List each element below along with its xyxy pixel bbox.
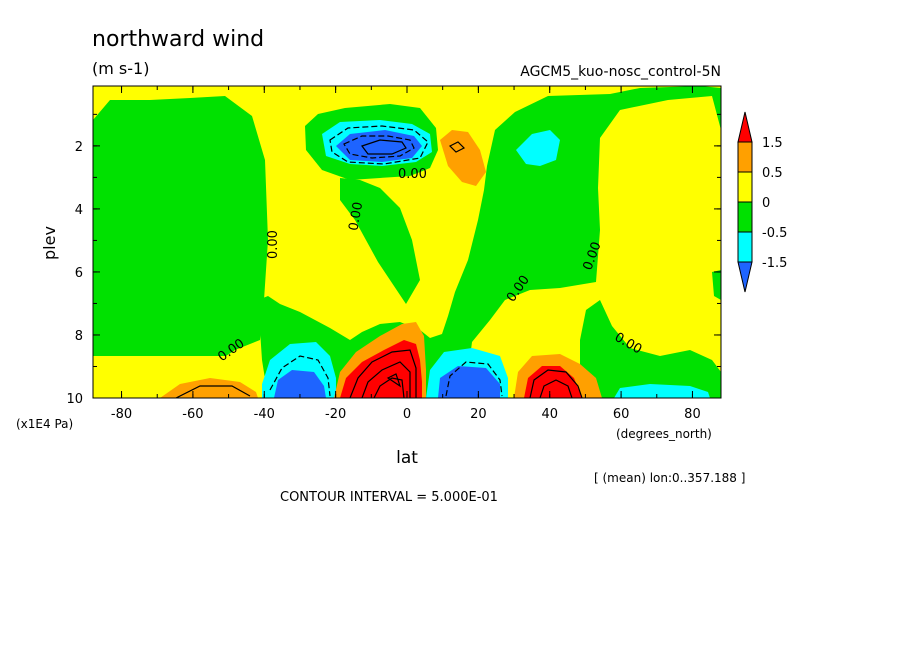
y-axis-label: plev [40,226,59,260]
x-tick-label-1: -60 [182,407,203,422]
contour-upper-solid [361,139,407,155]
chart-title: northward wind [92,27,264,52]
x-axis: -80 -60 -40 -20 0 20 40 60 80 [111,86,701,422]
y-tick-label-4: 10 [66,392,83,407]
colorbar-label-0: 1.5 [762,136,783,151]
colorbar-seg-bottom [737,261,753,293]
experiment-label: AGCM5_kuo-nosc_control-5N [520,64,721,80]
region-lower-eq-red [340,340,422,398]
contour-upper-dashed-2 [343,135,415,159]
colorbar-label-3: -0.5 [762,226,787,241]
colorbar: 1.5 0.5 0 -0.5 -1.5 [737,111,787,293]
average-note: [ (mean) lon:0..357.188 ] [594,471,745,485]
colorbar-seg-1 [737,141,753,173]
x-tick-label-6: 40 [541,407,558,422]
region-north-lower-green [580,300,721,398]
y-tick-label-2: 6 [75,266,83,281]
contour-upper-positive [448,141,466,153]
contour-lower-north-red-2 [539,379,573,398]
zero-label-tongue: 0.00 [346,201,366,232]
y-tick-label-1: 4 [75,203,83,218]
y-tick-label-0: 2 [75,140,83,155]
region-upper-orange [440,130,486,186]
x-tick-label-4: 0 [403,407,411,422]
contour-lower-eq-red-4 [386,373,402,388]
zero-label-south-mid: 0.00 [266,230,281,259]
colorbar-label-4: -1.5 [762,256,787,271]
chart-units: (m s-1) [92,59,149,78]
region-north-edge-green [712,270,721,300]
contour-lower-eq-red-1 [349,349,417,398]
region-lower-north-cyan [614,384,710,398]
x-tick-label-2: -40 [254,407,275,422]
plot-area: 0.00 0.00 0.00 0.00 0.00 0.00 0.00 [93,86,721,398]
y-axis: 2 4 6 8 10 [66,113,721,407]
colorbar-label-2: 0 [762,196,770,211]
colorbar-seg-4 [737,231,753,263]
colorbar-label-1: 0.5 [762,166,783,181]
contour-interval-note: CONTOUR INTERVAL = 5.000E-01 [280,490,498,505]
region-lower-south-orange [160,378,258,398]
contour-lower-south-dashed [269,355,331,397]
colorbar-seg-top [737,111,753,143]
region-south-green [93,96,268,356]
zero-label-upper: 0.00 [398,167,427,182]
x-axis-label: lat [396,448,418,468]
region-lower-eq-blue [438,366,500,398]
colorbar-seg-3 [737,201,753,233]
region-lower-south-blue [274,370,326,398]
region-north-upper-cyan [516,130,560,166]
contour-lower-eq-red-3 [373,377,405,398]
contour-lower-south-positive [175,385,251,398]
contour-upper-dashed-1 [329,125,429,165]
x-tick-label-3: -20 [325,407,346,422]
colorbar-seg-2 [737,171,753,203]
contour-lower-eq-dashed [445,361,503,397]
contour-lower-north-red-1 [529,369,583,398]
region-tongue-green [340,178,420,304]
x-tick-label-8: 80 [684,407,701,422]
contour-lower-eq-red-2 [361,361,411,398]
x-tick-label-5: 20 [470,407,487,422]
region-north-green [258,86,721,398]
contour-lines [175,125,583,398]
x-tick-label-0: -80 [111,407,132,422]
x-tick-label-7: 60 [613,407,630,422]
x-axis-units: (degrees_north) [616,427,712,441]
y-axis-units: (x1E4 Pa) [16,417,73,431]
y-tick-label-3: 8 [75,329,83,344]
